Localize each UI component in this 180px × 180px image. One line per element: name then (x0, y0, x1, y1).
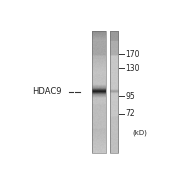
Text: HDAC9: HDAC9 (32, 87, 62, 96)
Bar (92, 31, 106, 153)
Bar (110, 31, 118, 153)
Text: 72: 72 (125, 109, 135, 118)
Text: 95: 95 (125, 92, 135, 101)
Text: (kD): (kD) (133, 129, 148, 136)
Text: 170: 170 (125, 50, 140, 59)
Text: 130: 130 (125, 64, 140, 73)
